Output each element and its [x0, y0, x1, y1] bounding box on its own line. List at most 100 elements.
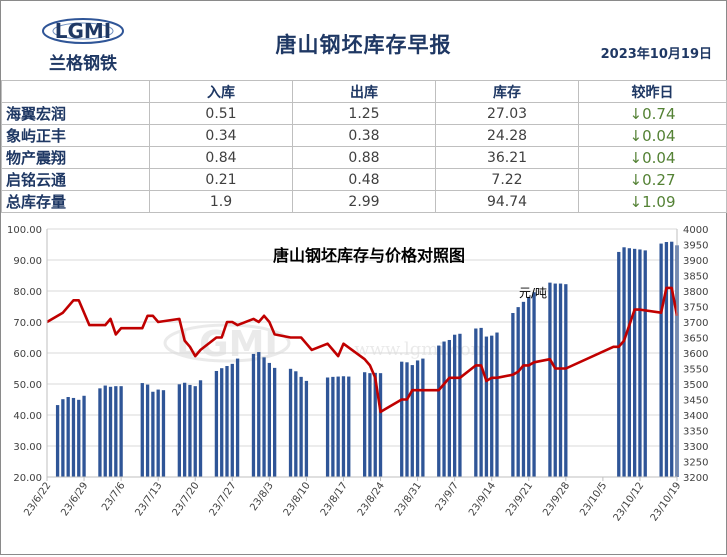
- table-row: 物产震翔 0.84 0.88 36.21 ↓0.04: [1, 146, 727, 169]
- y-left-tick-label: 80.00: [13, 287, 42, 298]
- column-header-in: 入库: [149, 80, 293, 103]
- inventory-bar: [453, 334, 457, 477]
- stock-value: 27.03: [435, 102, 579, 125]
- inventory-bar: [670, 241, 674, 477]
- inventory-bar: [220, 368, 224, 477]
- x-tick-label: 23/8/24: [356, 480, 387, 518]
- inventory-bar: [548, 282, 552, 477]
- inventory-bar: [347, 376, 351, 477]
- change-value: ↓1.09: [578, 190, 727, 213]
- stock-value: 7.22: [435, 168, 579, 191]
- warehouse-name: 象屿正丰: [1, 124, 150, 147]
- y-left-tick-label: 30.00: [13, 442, 42, 453]
- stock-value: 94.74: [435, 190, 579, 213]
- inventory-bar: [373, 372, 377, 477]
- outbound-value: 0.88: [292, 146, 436, 169]
- inventory-bar: [479, 327, 483, 477]
- inventory-bar: [405, 362, 409, 477]
- inventory-bar: [516, 307, 520, 477]
- y-right-tick-label: 4000: [683, 225, 708, 236]
- y-left-tick-label: 90.00: [13, 256, 42, 267]
- change-value: ↓0.74: [578, 102, 727, 125]
- column-header-out: 出库: [292, 80, 436, 103]
- y-left-tick-label: 20.00: [13, 473, 42, 484]
- inventory-bar: [532, 292, 536, 477]
- x-tick-label: 23/9/21: [504, 480, 535, 518]
- change-value: ↓0.27: [578, 168, 727, 191]
- inventory-bar: [119, 386, 123, 477]
- outbound-value: 1.25: [292, 102, 436, 125]
- warehouse-name: 物产震翔: [1, 146, 150, 169]
- inventory-bar: [659, 243, 663, 477]
- column-header-change: 较昨日: [578, 80, 727, 103]
- x-tick-label: 23/10/5: [578, 480, 609, 518]
- y-right-tick-label: 3450: [683, 396, 708, 407]
- table-row: 象屿正丰 0.34 0.38 24.28 ↓0.04: [1, 124, 727, 147]
- inventory-bar: [643, 250, 647, 477]
- inventory-bar: [368, 373, 372, 477]
- inventory-bar: [98, 388, 102, 477]
- change-value: ↓0.04: [578, 146, 727, 169]
- page-title: 唐山钢坯库存早报: [275, 33, 452, 57]
- inventory-bar: [156, 389, 160, 477]
- table-row: 启铭云通 0.21 0.48 7.22 ↓0.27: [1, 168, 727, 191]
- warehouse-name: 海翼宏润: [1, 102, 150, 125]
- inventory-bar: [415, 360, 420, 477]
- y-right-tick-label: 3200: [683, 473, 708, 484]
- outbound-value: 0.48: [292, 168, 436, 191]
- y-right-tick-label: 3550: [683, 365, 708, 376]
- inventory-bar: [230, 363, 234, 477]
- y-left-tick-label: 60.00: [13, 349, 42, 360]
- y-right-tick-label: 3250: [683, 458, 708, 469]
- inventory-bar: [145, 384, 150, 477]
- y-right-tick-label: 3950: [683, 241, 708, 252]
- inventory-bar: [442, 341, 446, 477]
- inventory-bar: [521, 301, 526, 477]
- lgmi-logo: LGMI 兰格钢铁: [37, 13, 129, 75]
- y-right-tick-label: 3900: [683, 256, 708, 267]
- inbound-value: 1.9: [149, 190, 293, 213]
- x-tick-label: 23/10/12: [612, 480, 647, 523]
- inbound-value: 0.21: [149, 168, 293, 191]
- inventory-table: 入库 出库 库存 较昨日 海翼宏润 0.51 1.25 27.03 ↓0.74 …: [1, 80, 727, 213]
- y-right-tick-label: 3650: [683, 334, 708, 345]
- column-header-stock: 库存: [435, 80, 579, 103]
- y-right-tick-label: 3600: [683, 349, 708, 360]
- stock-value: 24.28: [435, 124, 579, 147]
- inventory-bar: [198, 380, 203, 477]
- inventory-bar: [251, 353, 256, 477]
- inventory-bar: [458, 333, 462, 477]
- x-tick-label: 23/6/22: [22, 480, 53, 518]
- inventory-bar: [638, 249, 642, 477]
- inventory-bar: [474, 328, 478, 477]
- warehouse-name: 总库存量: [1, 190, 150, 213]
- inventory-bar: [495, 332, 499, 477]
- inventory-bar: [114, 386, 118, 477]
- y-right-tick-label: 3400: [683, 411, 708, 422]
- inventory-bar: [257, 352, 261, 477]
- change-value: ↓0.04: [578, 124, 727, 147]
- y-left-tick-label: 70.00: [13, 318, 42, 329]
- inbound-value: 0.34: [149, 124, 293, 147]
- x-tick-label: 23/8/17: [319, 480, 350, 518]
- inventory-bar: [633, 248, 637, 477]
- inventory-bar: [511, 313, 515, 477]
- inventory-bar: [103, 385, 107, 477]
- inventory-bar: [622, 247, 626, 477]
- x-tick-label: 23/8/31: [393, 480, 424, 518]
- x-tick-label: 23/7/20: [171, 480, 202, 518]
- inventory-bar: [421, 358, 425, 477]
- inventory-bar: [447, 339, 451, 477]
- logo-text: LGMI: [55, 19, 112, 43]
- y-right-tick-label: 3500: [683, 380, 708, 391]
- inventory-bar: [527, 296, 531, 477]
- outbound-value: 2.99: [292, 190, 436, 213]
- x-tick-label: 23/10/19: [649, 480, 684, 523]
- inventory-bar: [490, 335, 494, 477]
- inventory-bar: [225, 366, 229, 477]
- inventory-bar: [341, 376, 346, 477]
- inventory-bar: [288, 368, 293, 477]
- inventory-bar: [262, 357, 266, 477]
- y-left-tick-label: 100.00: [7, 225, 42, 236]
- inventory-bar: [214, 370, 219, 477]
